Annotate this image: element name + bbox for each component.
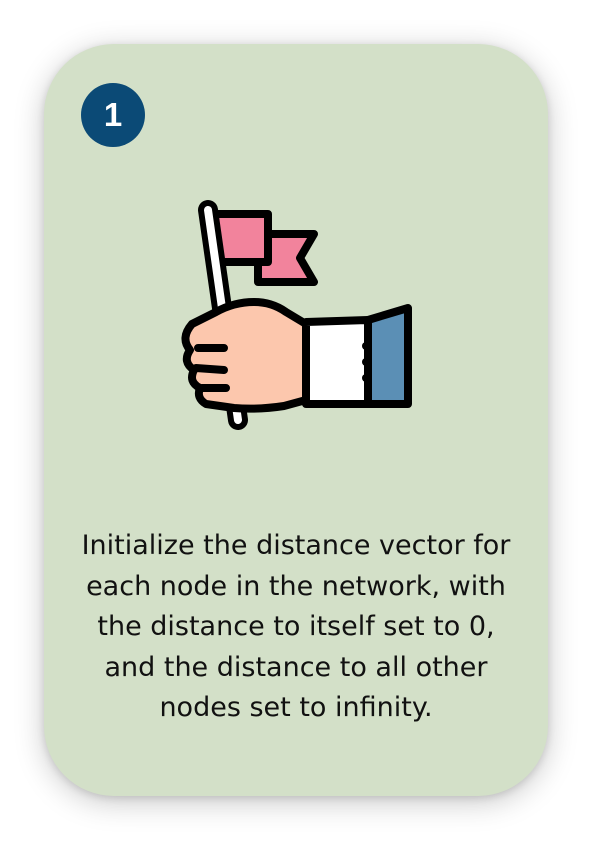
step-number-badge: 1: [81, 83, 145, 147]
hand-holding-flag-icon: [181, 200, 412, 430]
step-card: [44, 44, 548, 796]
step-description: Initialize the distance vector for each …: [81, 530, 511, 723]
